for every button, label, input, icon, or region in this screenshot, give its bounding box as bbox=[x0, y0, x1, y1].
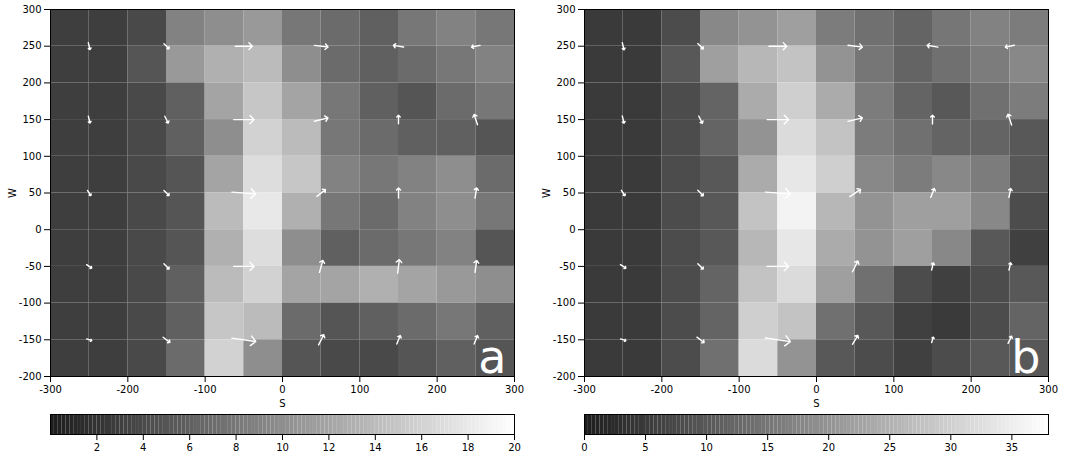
svg-text:S: S bbox=[813, 398, 819, 409]
svg-text:10: 10 bbox=[700, 442, 713, 453]
svg-text:20: 20 bbox=[508, 442, 521, 453]
svg-text:-50: -50 bbox=[25, 261, 41, 272]
svg-text:0: 0 bbox=[569, 224, 575, 235]
svg-text:16: 16 bbox=[415, 442, 428, 453]
svg-text:-100: -100 bbox=[19, 297, 42, 308]
svg-text:-150: -150 bbox=[553, 334, 576, 345]
svg-text:0: 0 bbox=[581, 442, 587, 453]
svg-text:-100: -100 bbox=[728, 384, 751, 395]
svg-text:100: 100 bbox=[884, 384, 903, 395]
svg-text:-50: -50 bbox=[559, 261, 575, 272]
svg-text:300: 300 bbox=[505, 384, 524, 395]
svg-text:W: W bbox=[541, 188, 552, 198]
svg-text:-200: -200 bbox=[650, 384, 673, 395]
svg-text:250: 250 bbox=[22, 40, 41, 51]
svg-text:-300: -300 bbox=[573, 384, 596, 395]
svg-text:35: 35 bbox=[1006, 442, 1019, 453]
svg-text:12: 12 bbox=[323, 442, 336, 453]
svg-text:25: 25 bbox=[883, 442, 896, 453]
svg-text:100: 100 bbox=[556, 151, 575, 162]
svg-text:20: 20 bbox=[822, 442, 835, 453]
svg-text:10: 10 bbox=[276, 442, 289, 453]
svg-text:0: 0 bbox=[813, 384, 819, 395]
svg-text:50: 50 bbox=[563, 187, 576, 198]
svg-text:14: 14 bbox=[369, 442, 382, 453]
svg-text:100: 100 bbox=[350, 384, 369, 395]
svg-text:200: 200 bbox=[428, 384, 447, 395]
svg-text:200: 200 bbox=[962, 384, 981, 395]
svg-text:-200: -200 bbox=[553, 371, 576, 382]
svg-text:-100: -100 bbox=[553, 297, 576, 308]
svg-text:250: 250 bbox=[556, 40, 575, 51]
svg-text:30: 30 bbox=[944, 442, 957, 453]
svg-text:S: S bbox=[279, 398, 285, 409]
svg-text:150: 150 bbox=[556, 114, 575, 125]
svg-text:300: 300 bbox=[1039, 384, 1058, 395]
svg-text:200: 200 bbox=[556, 77, 575, 88]
svg-text:100: 100 bbox=[22, 151, 41, 162]
svg-text:6: 6 bbox=[187, 442, 193, 453]
svg-text:15: 15 bbox=[761, 442, 774, 453]
svg-text:4: 4 bbox=[140, 442, 146, 453]
svg-text:200: 200 bbox=[22, 77, 41, 88]
svg-text:300: 300 bbox=[556, 4, 575, 15]
svg-text:-200: -200 bbox=[116, 384, 139, 395]
svg-text:5: 5 bbox=[642, 442, 648, 453]
svg-text:b: b bbox=[1011, 330, 1040, 384]
svg-text:2: 2 bbox=[94, 442, 100, 453]
svg-text:0: 0 bbox=[279, 384, 285, 395]
svg-text:50: 50 bbox=[29, 187, 42, 198]
svg-text:0: 0 bbox=[35, 224, 41, 235]
svg-text:-150: -150 bbox=[19, 334, 42, 345]
svg-text:-100: -100 bbox=[194, 384, 217, 395]
svg-text:W: W bbox=[7, 188, 18, 198]
svg-text:-200: -200 bbox=[19, 371, 42, 382]
svg-text:18: 18 bbox=[462, 442, 475, 453]
svg-text:a: a bbox=[478, 330, 506, 384]
svg-text:300: 300 bbox=[22, 4, 41, 15]
svg-text:150: 150 bbox=[22, 114, 41, 125]
svg-text:-300: -300 bbox=[39, 384, 62, 395]
svg-text:8: 8 bbox=[233, 442, 239, 453]
